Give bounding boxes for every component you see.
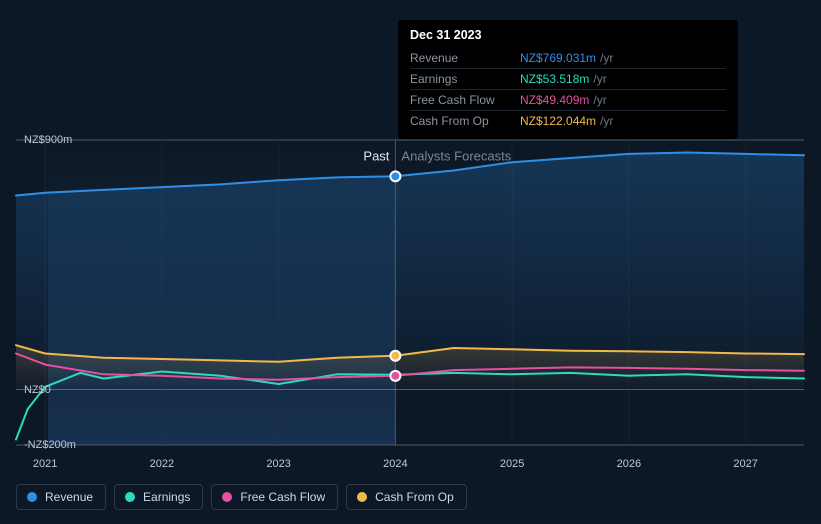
marker-cfo [390, 351, 400, 361]
tooltip-row: Free Cash FlowNZ$49.409m/yr [410, 90, 726, 111]
tooltip-key: Revenue [410, 51, 520, 65]
tooltip-suffix: /yr [593, 72, 606, 86]
tooltip-value: NZ$49.409m [520, 93, 589, 107]
legend-item-earnings[interactable]: Earnings [114, 484, 203, 510]
legend-label: Free Cash Flow [240, 490, 325, 504]
legend-label: Cash From Op [375, 490, 454, 504]
tooltip-row: RevenueNZ$769.031m/yr [410, 48, 726, 69]
financial-chart: NZ$900m NZ$0 -NZ$200m 2021 2022 2023 2024 2025 2… [0, 0, 821, 524]
section-label-past: Past [363, 149, 389, 164]
legend-swatch-icon [357, 492, 367, 502]
xaxis-label: 2022 [150, 458, 174, 470]
legend-label: Earnings [143, 490, 190, 504]
legend-item-cfo[interactable]: Cash From Op [346, 484, 467, 510]
chart-legend: Revenue Earnings Free Cash Flow Cash From O… [16, 484, 467, 510]
xaxis-label: 2027 [733, 458, 757, 470]
legend-swatch-icon [125, 492, 135, 502]
legend-item-fcf[interactable]: Free Cash Flow [211, 484, 338, 510]
tooltip-key: Free Cash Flow [410, 93, 520, 107]
xaxis-label: 2025 [500, 458, 524, 470]
xaxis-label: 2021 [33, 458, 57, 470]
hover-tooltip: Dec 31 2023RevenueNZ$769.031m/yrEarnings… [398, 20, 738, 139]
tooltip-key: Cash From Op [410, 114, 520, 128]
tooltip-row: EarningsNZ$53.518m/yr [410, 69, 726, 90]
tooltip-suffix: /yr [600, 114, 613, 128]
tooltip-row: Cash From OpNZ$122.044m/yr [410, 111, 726, 131]
xaxis-label: 2026 [617, 458, 641, 470]
legend-swatch-icon [222, 492, 232, 502]
tooltip-value: NZ$122.044m [520, 114, 596, 128]
tooltip-date: Dec 31 2023 [410, 28, 726, 42]
xaxis-label: 2024 [383, 458, 407, 470]
yaxis-label: NZ$900m [24, 134, 72, 146]
marker-fcf [390, 371, 400, 381]
marker-revenue [390, 171, 400, 181]
tooltip-suffix: /yr [593, 93, 606, 107]
tooltip-key: Earnings [410, 72, 520, 86]
legend-item-revenue[interactable]: Revenue [16, 484, 106, 510]
section-label-forecast: Analysts Forecasts [401, 149, 511, 164]
tooltip-value: NZ$769.031m [520, 51, 596, 65]
yaxis-label: NZ$0 [24, 384, 51, 396]
yaxis-label: -NZ$200m [24, 439, 76, 451]
tooltip-suffix: /yr [600, 51, 613, 65]
xaxis-label: 2023 [266, 458, 290, 470]
legend-swatch-icon [27, 492, 37, 502]
tooltip-value: NZ$53.518m [520, 72, 589, 86]
legend-label: Revenue [45, 490, 93, 504]
